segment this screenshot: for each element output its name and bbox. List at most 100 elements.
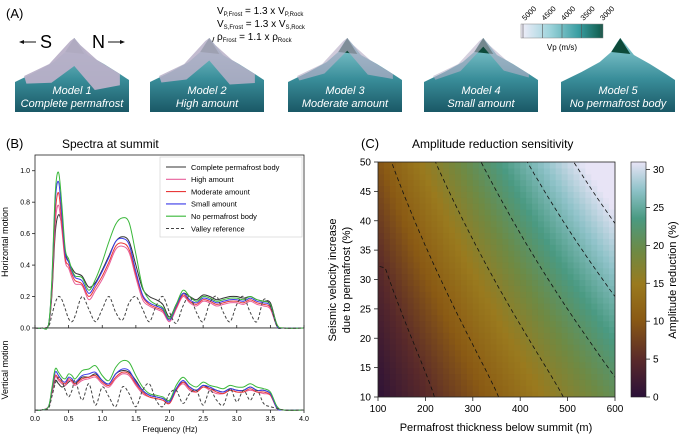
spectra-y-tick-label: 0.8 — [20, 200, 30, 207]
heatmap-cell — [609, 197, 615, 204]
heatmap-cell — [561, 379, 569, 386]
heatmap-cell — [561, 344, 569, 351]
heatmap-cell — [591, 297, 598, 304]
heatmap-cell — [537, 350, 545, 357]
heatmap-cell — [413, 226, 421, 234]
heatmap-cell — [543, 379, 551, 386]
heatmap-cell — [567, 226, 575, 234]
heatmap-cell — [567, 267, 575, 275]
heatmap-cell — [532, 373, 539, 380]
heatmap-cell — [449, 355, 456, 363]
heatmap-cell — [585, 320, 592, 328]
heatmap-cell — [502, 203, 509, 210]
heatmap-cell — [561, 226, 569, 234]
heatmap-cell — [537, 320, 545, 328]
heatmap-cell — [502, 332, 509, 339]
heatmap-cell — [555, 314, 563, 322]
heatmap-cell — [597, 350, 604, 357]
heatmap-cell — [431, 373, 438, 380]
heatmap-cell — [413, 373, 421, 380]
heatmap-cell — [543, 209, 551, 216]
heatmap-cell — [449, 232, 456, 239]
model-title: Model 3 — [325, 85, 365, 97]
heatmap-cell — [526, 279, 533, 286]
heatmap-cell — [537, 373, 545, 380]
heatmap-cell — [383, 332, 391, 339]
heatmap-cell — [591, 179, 598, 187]
heatmap-cell — [508, 250, 515, 257]
heatmap-cell — [532, 267, 539, 275]
heatmap-cell — [579, 391, 586, 397]
heatmap-cell — [573, 350, 581, 357]
heatmap-cell — [449, 279, 456, 286]
heatmap-cell — [455, 367, 462, 375]
heatmap-cell — [383, 361, 391, 369]
heatmap-cell — [585, 256, 592, 263]
heatmap-cell — [543, 162, 551, 169]
heatmap-cell — [585, 332, 592, 339]
heatmap-cell — [603, 203, 610, 210]
heatmap-cell — [407, 250, 415, 257]
heatmap-cell — [549, 332, 557, 339]
heatmap-cell — [484, 244, 492, 251]
heatmap-cell — [449, 332, 456, 339]
heatmap-cell — [496, 367, 504, 375]
heatmap-cell — [383, 173, 391, 181]
heatmap-cell — [401, 261, 409, 269]
heatmap-cell — [431, 273, 438, 281]
heatmap-cell — [573, 367, 581, 375]
heatmap-cell — [532, 332, 539, 339]
heatmap-cell — [609, 250, 615, 257]
heatmap-cell — [567, 173, 575, 181]
heatmap-cell — [573, 279, 581, 286]
heatmap-cell — [466, 303, 474, 310]
heatmap-cell — [508, 226, 515, 234]
heatmap-cell — [591, 273, 598, 281]
heatmap-cell — [502, 214, 509, 222]
heatmap-cell — [478, 385, 486, 392]
heatmap-cell — [478, 332, 486, 339]
heatmap-cell — [419, 209, 426, 216]
heatmap-cell — [378, 209, 385, 216]
heatmap-cell — [537, 197, 545, 204]
heatmap-cell — [437, 361, 444, 369]
heatmap-cell — [591, 261, 598, 269]
heatmap-cell — [460, 173, 468, 181]
heatmap-cell — [597, 214, 604, 222]
heatmap-cell — [407, 203, 415, 210]
heatmap-cell — [466, 279, 474, 286]
heatmap-cell — [395, 191, 403, 198]
heatmap-cell — [437, 367, 444, 375]
heatmap-cell — [472, 291, 480, 298]
heatmap-cell — [431, 326, 438, 333]
heatmap-cell — [555, 203, 563, 210]
heatmap-cell — [579, 297, 586, 304]
heatmap-cell — [537, 391, 545, 397]
heatmap-cell — [425, 285, 432, 292]
heatmap-cell — [407, 179, 415, 187]
heatmap-cell — [490, 209, 498, 216]
heatmap-cell — [378, 285, 385, 292]
heatmap-cell — [490, 197, 498, 204]
heatmap-cell — [514, 332, 521, 339]
heatmap-cell — [591, 173, 598, 181]
heatmap-cell — [455, 179, 462, 187]
heatmap-cell — [579, 367, 586, 375]
heatmap-cell — [496, 338, 504, 345]
heatmap-cell — [383, 385, 391, 392]
heatmap-cell — [579, 167, 586, 175]
heatmap-cell — [591, 373, 598, 380]
heatmap-cell — [443, 209, 450, 216]
heatmap-cell — [537, 191, 545, 198]
heatmap-cell — [567, 209, 575, 216]
heatmap-cell — [425, 214, 432, 222]
spectra-bottom-lines — [34, 359, 305, 411]
heatmap-cell — [532, 173, 539, 181]
heatmap-cell — [395, 162, 403, 169]
legend-label: Valley reference — [191, 224, 245, 233]
heatmap-cell — [555, 214, 563, 222]
heatmap-cell — [496, 261, 504, 269]
heatmap-cell — [555, 209, 563, 216]
